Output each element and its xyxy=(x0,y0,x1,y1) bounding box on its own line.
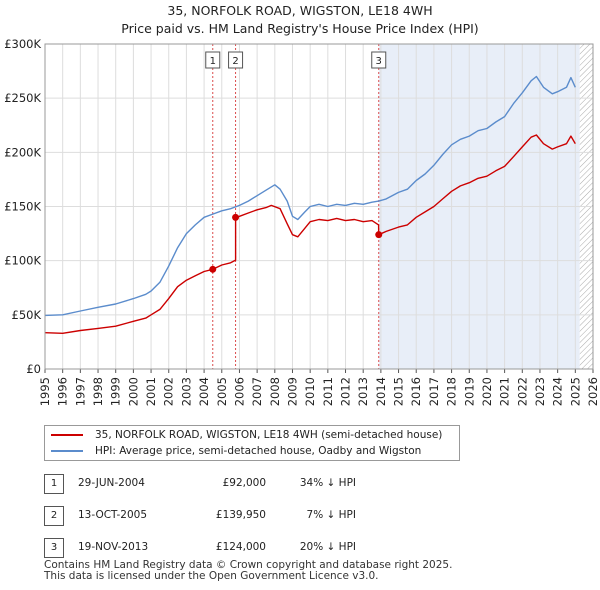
x-tick-label: 2002 xyxy=(162,377,176,406)
chart-subtitle: Price paid vs. HM Land Registry's House … xyxy=(121,21,479,36)
price-chart: 1 2 3 £0 £50K £100K £150K £200K £250K £300K 1995 1… xyxy=(4,37,600,406)
sale-marker-label: 3 xyxy=(376,56,382,67)
sale-number: 3 xyxy=(44,538,64,558)
x-tick-label: 2017 xyxy=(427,377,441,406)
sale-date: 19-NOV-2013 xyxy=(78,541,149,553)
sale-row: 2 13-OCT-2005 £139,950 7% ↓ HPI xyxy=(44,506,424,526)
x-tick-label: 1997 xyxy=(73,377,87,406)
property-series-line xyxy=(45,134,576,334)
x-tick-label: 2025 xyxy=(568,377,582,406)
x-tick-label: 1996 xyxy=(56,377,70,406)
x-tick-label: 2021 xyxy=(498,377,512,406)
sale-price: £139,950 xyxy=(215,509,266,521)
x-tick-label: 2009 xyxy=(285,377,299,406)
chart-title-block: 35, NORFOLK ROAD, WIGSTON, LE18 4WH Pric… xyxy=(0,2,600,38)
x-tick-label: 2005 xyxy=(215,377,229,406)
sale-date: 13-OCT-2005 xyxy=(78,509,147,521)
sale-hpi-diff: 34% ↓ HPI xyxy=(299,477,356,489)
legend-label-property: 35, NORFOLK ROAD, WIGSTON, LE18 4WH (sem… xyxy=(95,429,443,441)
sale-hpi-diff: 7% ↓ HPI xyxy=(306,509,356,521)
x-tick-label: 2019 xyxy=(462,377,476,406)
x-tick-label: 2011 xyxy=(321,377,335,406)
x-tick-label: 2018 xyxy=(445,377,459,406)
y-tick-label: £50K xyxy=(12,308,42,322)
footer-licence: This data is licensed under the Open Gov… xyxy=(44,570,379,582)
y-tick-label: £250K xyxy=(4,91,41,105)
x-tick-label: 1999 xyxy=(109,377,123,406)
sale-marker-box xyxy=(205,51,221,69)
sale-price: £92,000 xyxy=(222,477,266,489)
x-tick-label: 2008 xyxy=(268,377,282,406)
legend-label-hpi: HPI: Average price, semi-detached house,… xyxy=(95,445,422,457)
x-tick-label: 2022 xyxy=(515,377,529,406)
sale-hpi-diff: 20% ↓ HPI xyxy=(299,541,356,553)
sale-number: 1 xyxy=(44,474,64,494)
hpi-series-line xyxy=(45,75,576,317)
y-tick-label: £150K xyxy=(4,200,41,214)
x-tick-label: 2014 xyxy=(374,377,388,406)
legend-item-hpi: HPI: Average price, semi-detached house,… xyxy=(51,443,421,459)
x-tick-label: 2010 xyxy=(303,377,317,406)
x-tick-label: 2026 xyxy=(586,377,600,406)
sale-point xyxy=(375,231,383,239)
x-tick-label: 2000 xyxy=(126,377,140,406)
footer-copyright: Contains HM Land Registry data © Crown c… xyxy=(44,559,453,571)
x-tick-label: 2007 xyxy=(250,377,264,406)
x-tick-label: 2001 xyxy=(144,377,158,406)
x-tick-label: 2020 xyxy=(480,377,494,406)
chart-title: 35, NORFOLK ROAD, WIGSTON, LE18 4WH xyxy=(167,3,433,18)
x-tick-label: 2023 xyxy=(533,377,547,406)
y-tick-label: £200K xyxy=(4,145,41,159)
x-tick-label: 2004 xyxy=(197,377,211,406)
sale-number: 2 xyxy=(44,506,64,526)
y-tick-label: £0 xyxy=(26,362,41,376)
sale-marker-box xyxy=(228,51,244,69)
y-tick-label: £100K xyxy=(4,254,41,268)
sale-marker-box xyxy=(371,51,387,69)
legend-item-property: 35, NORFOLK ROAD, WIGSTON, LE18 4WH (sem… xyxy=(51,427,442,443)
footer: Contains HM Land Registry data © Crown c… xyxy=(44,560,584,582)
x-tick-label: 2003 xyxy=(179,377,193,406)
sale-point xyxy=(209,265,217,273)
x-tick-label: 2013 xyxy=(356,377,370,406)
y-tick-label: £300K xyxy=(4,37,41,51)
legend: 35, NORFOLK ROAD, WIGSTON, LE18 4WH (sem… xyxy=(44,425,460,461)
x-tick-label: 2015 xyxy=(392,377,406,406)
x-tick-label: 1995 xyxy=(38,377,52,406)
sale-marker-label: 2 xyxy=(232,56,238,67)
legend-swatch-hpi xyxy=(51,450,83,452)
x-tick-label: 2006 xyxy=(232,377,246,406)
sale-row: 1 29-JUN-2004 £92,000 34% ↓ HPI xyxy=(44,474,424,494)
sale-point xyxy=(232,213,240,221)
plot-frame xyxy=(44,43,594,370)
x-tick-label: 1998 xyxy=(91,377,105,406)
legend-swatch-property xyxy=(51,434,83,436)
x-tick-label: 2024 xyxy=(551,377,565,406)
sale-row: 3 19-NOV-2013 £124,000 20% ↓ HPI xyxy=(44,538,424,558)
sale-marker-label: 1 xyxy=(210,56,216,67)
sale-price: £124,000 xyxy=(215,541,266,553)
sale-date: 29-JUN-2004 xyxy=(78,477,145,489)
x-tick-label: 2012 xyxy=(339,377,353,406)
x-tick-label: 2016 xyxy=(409,377,423,406)
